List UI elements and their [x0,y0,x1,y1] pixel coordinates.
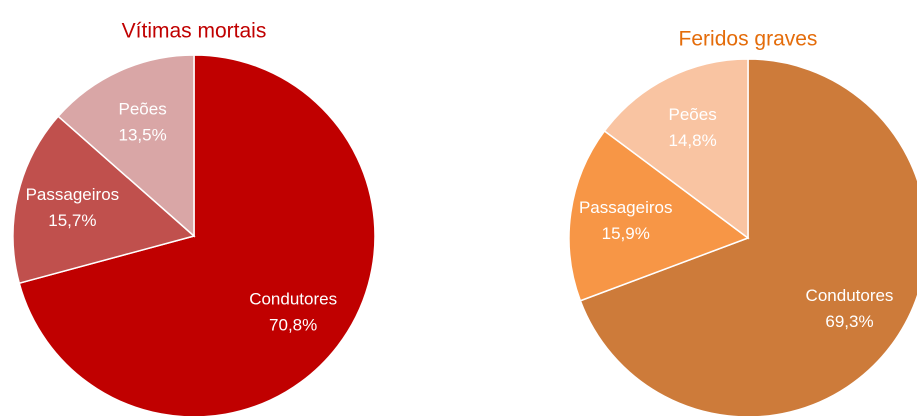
chart-title: Vítimas mortais [122,20,267,43]
slice-value-label: 14,8% [669,131,717,150]
slice-category-label: Passageiros [579,198,673,217]
pie-slice [57,54,195,238]
pie-slice [603,58,749,240]
slice-value-label: 15,9% [602,224,650,243]
slice-value-label: 15,7% [48,211,96,230]
slice-category-label: Peões [119,100,167,119]
slice-value-label: 70,8% [269,315,317,334]
pie-slice [18,54,376,416]
chart-title: Feridos graves [679,28,818,51]
pie-slice [568,129,750,302]
slice-category-label: Condutores [249,289,337,308]
slice-value-label: 69,3% [825,312,873,331]
slice-category-label: Peões [669,105,717,124]
slice-value-label: 13,5% [119,126,167,145]
slice-category-label: Condutores [806,286,894,305]
slice-category-label: Passageiros [26,185,120,204]
pie-slice [12,115,196,285]
